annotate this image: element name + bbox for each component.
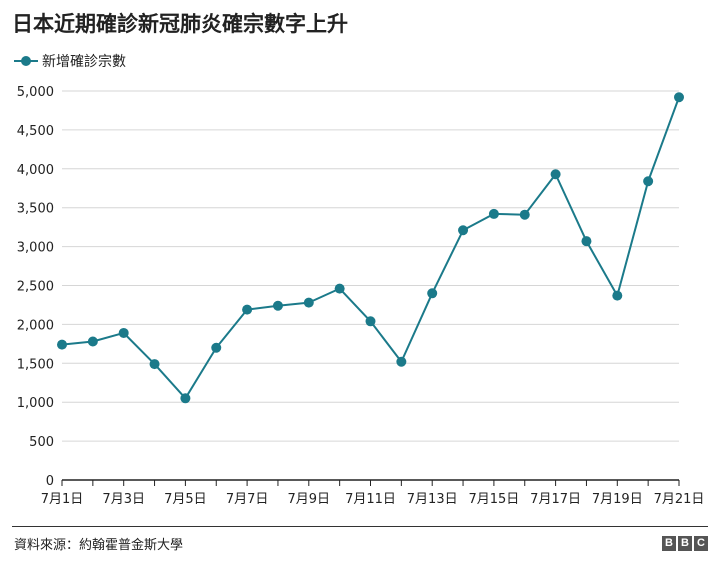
- data-point: [149, 359, 160, 370]
- y-tick-label: 0: [46, 474, 54, 489]
- y-tick-label: 5,000: [17, 85, 54, 100]
- chart-title: 日本近期確診新冠肺炎確宗數字上升: [12, 12, 348, 36]
- legend: 新增確診宗數: [14, 50, 126, 72]
- data-point: [550, 169, 561, 180]
- y-tick-label: 3,000: [17, 241, 54, 256]
- brand-letter: C: [694, 536, 708, 551]
- data-point: [612, 290, 623, 301]
- y-tick-label: 4,500: [17, 124, 54, 139]
- data-point: [396, 356, 407, 367]
- source-note: 資料來源：約翰霍普金斯大學: [14, 538, 184, 553]
- x-tick-label: 7月17日: [530, 492, 581, 507]
- x-tick-label: 7月1日: [41, 492, 84, 507]
- x-tick-label: 7月19日: [592, 492, 643, 507]
- y-tick-label: 4,000: [17, 163, 54, 178]
- x-tick-label: 7月13日: [407, 492, 458, 507]
- series-line: [61, 96, 680, 400]
- data-point: [674, 92, 684, 103]
- x-tick-label: 7月11日: [345, 492, 396, 507]
- data-point: [519, 209, 530, 220]
- brand-logo: B B C: [662, 536, 708, 551]
- x-tick-label: 7月5日: [164, 492, 207, 507]
- data-point: [180, 393, 191, 404]
- data-point: [458, 225, 469, 236]
- x-tick-label: 7月21日: [654, 492, 705, 507]
- y-tick-label: 2,500: [17, 280, 54, 295]
- data-point: [118, 327, 129, 338]
- data-point: [242, 304, 253, 315]
- y-tick-label: 2,000: [17, 318, 54, 333]
- legend-swatch: [14, 56, 38, 66]
- data-point: [303, 297, 314, 308]
- line-chart: 0 500 1,000 1,500 2,000 2,500 3,000 3,500 4,000 4…: [17, 85, 705, 507]
- x-tick-label: 7月9日: [288, 492, 331, 507]
- brand-letter: B: [678, 536, 692, 551]
- brand-letter: B: [662, 536, 676, 551]
- data-point: [57, 339, 67, 350]
- legend-label: 新增確診宗數: [42, 54, 126, 70]
- data-point: [365, 316, 376, 327]
- y-tick-label: 3,500: [17, 202, 54, 217]
- y-tick-label: 1,500: [17, 357, 54, 372]
- data-point: [427, 288, 438, 299]
- data-point: [272, 300, 283, 311]
- data-point: [581, 236, 592, 247]
- data-point: [334, 283, 345, 294]
- y-tick-label: 500: [29, 435, 54, 450]
- x-tick-label: 7月7日: [226, 492, 269, 507]
- data-point: [87, 336, 98, 347]
- y-tick-label: 1,000: [17, 396, 54, 411]
- x-tick-label: 7月3日: [102, 492, 145, 507]
- data-point: [643, 176, 654, 187]
- data-point: [211, 342, 222, 353]
- x-tick-label: 7月15日: [468, 492, 519, 507]
- footer-divider: [12, 526, 708, 527]
- data-point: [488, 208, 499, 219]
